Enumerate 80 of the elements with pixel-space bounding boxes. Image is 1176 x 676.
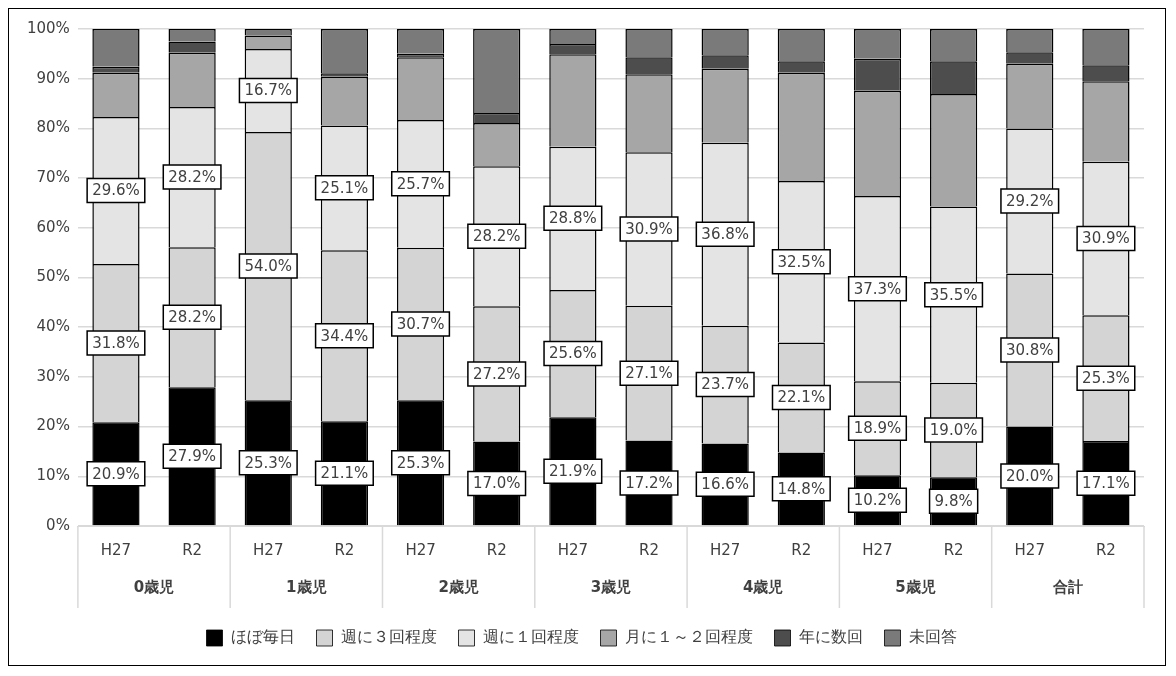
data-label: 25.6% — [549, 344, 597, 363]
y-tick-label: 40% — [36, 317, 70, 336]
data-label: 21.1% — [320, 464, 369, 483]
text: 0歳児 — [133, 577, 175, 596]
data-label: 28.2% — [472, 227, 521, 246]
data-label: 25.3% — [244, 453, 293, 472]
legend-label: ほぼ毎日 — [230, 627, 295, 647]
y-tick-label: 60% — [36, 217, 70, 236]
data-label: 20.9% — [92, 464, 140, 483]
x-tick-label: H27 — [405, 540, 436, 559]
y-tick-label: 30% — [36, 366, 70, 385]
text: 5歳児 — [895, 577, 936, 596]
data-label: 29.2% — [1005, 191, 1054, 210]
x-tick-label: H27 — [557, 540, 589, 559]
data-label: 32.5% — [777, 252, 826, 271]
data-label: 27.1% — [625, 364, 673, 383]
data-label: 23.7% — [701, 375, 749, 394]
data-label: 30.9% — [625, 219, 673, 238]
data-label: 28.8% — [549, 209, 597, 228]
y-tick-label: 20% — [36, 416, 70, 435]
y-tick-label: 10% — [36, 466, 70, 485]
x-tick-label: R2 — [791, 540, 812, 559]
x-tick-label: R2 — [334, 540, 355, 559]
data-label: 35.5% — [929, 285, 978, 304]
data-label: 27.9% — [168, 447, 216, 466]
text: 4歳児 — [743, 577, 784, 596]
x-tick-label: R2 — [182, 540, 203, 559]
x-tick-label: H27 — [862, 540, 893, 559]
text: 3歳児 — [590, 577, 632, 596]
x-tick-label: R2 — [639, 540, 659, 559]
x-tick-label: R2 — [486, 540, 507, 559]
y-tick-label: 50% — [36, 267, 70, 286]
data-label: 17.1% — [1082, 474, 1130, 493]
y-tick-label: 70% — [36, 167, 70, 186]
data-label: 29.6% — [92, 181, 140, 200]
data-label: 25.3% — [396, 453, 445, 472]
data-label: 9.8% — [934, 492, 973, 511]
data-label: 36.8% — [701, 225, 749, 244]
data-label: 18.9% — [853, 419, 902, 438]
data-label: 16.6% — [701, 475, 749, 494]
legend-label: 週に３回程度 — [340, 627, 437, 647]
data-label: 30.9% — [1082, 229, 1130, 248]
x-tick-label: R2 — [1095, 540, 1116, 559]
data-label: 19.0% — [929, 420, 978, 439]
legend-label: 未回答 — [908, 627, 957, 647]
data-label: 20.0% — [1005, 466, 1054, 485]
text: 2歳児 — [438, 577, 479, 596]
data-label: 54.0% — [244, 256, 293, 275]
text: 合計 — [1051, 577, 1083, 596]
data-label: 30.7% — [396, 314, 445, 333]
legend-label: 年に数回 — [798, 627, 863, 647]
legend-label: 月に１～２回程度 — [624, 627, 753, 647]
text: 1歳児 — [286, 577, 327, 596]
legend-label: 週に１回程度 — [482, 627, 579, 647]
data-label: 28.2% — [168, 168, 216, 186]
y-tick-label: 90% — [36, 68, 70, 87]
x-tick-label: H27 — [100, 540, 132, 559]
data-label: 25.7% — [396, 174, 445, 193]
data-label: 17.2% — [625, 473, 673, 492]
x-tick-label: H27 — [709, 540, 741, 559]
data-label: 17.0% — [472, 474, 521, 493]
data-label: 21.9% — [549, 462, 597, 481]
data-label: 27.2% — [472, 364, 521, 383]
data-label: 30.8% — [1005, 340, 1054, 359]
y-tick-label: 0% — [46, 515, 70, 534]
data-label: 34.4% — [320, 326, 369, 345]
data-label: 37.3% — [853, 279, 902, 298]
data-label: 10.2% — [853, 491, 902, 510]
data-label: 31.8% — [92, 333, 140, 352]
x-tick-label: H27 — [253, 540, 284, 559]
data-label: 25.3% — [1082, 369, 1130, 388]
data-label: 28.2% — [168, 308, 216, 327]
x-tick-label: H27 — [1014, 540, 1045, 559]
x-tick-label: R2 — [943, 540, 964, 559]
data-label: 25.1% — [320, 178, 369, 197]
y-tick-label: 100% — [26, 18, 70, 37]
data-label: 22.1% — [777, 388, 826, 407]
data-label: 14.8% — [777, 479, 826, 498]
y-tick-label: 80% — [36, 118, 70, 137]
data-label: 16.7% — [244, 81, 293, 100]
